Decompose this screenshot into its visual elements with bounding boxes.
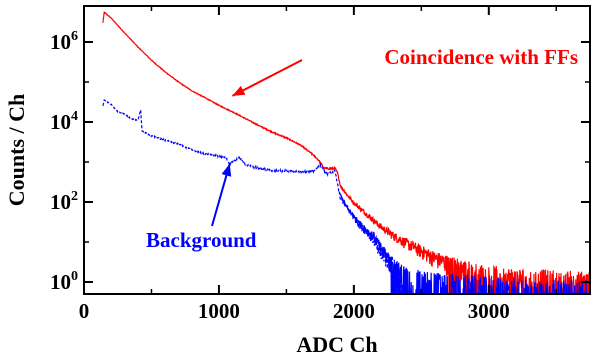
series-line-1 (102, 99, 402, 294)
annotation-label: Background (146, 228, 257, 252)
series-line-2 (339, 192, 590, 294)
x-tick-label: 0 (79, 299, 90, 323)
x-tick-label: 3000 (468, 299, 510, 323)
x-tick-label: 1000 (198, 299, 240, 323)
y-tick-label: 104 (50, 109, 78, 134)
x-tick-label: 2000 (333, 299, 375, 323)
y-axis-title: Counts / Ch (4, 94, 29, 206)
ticks-layer: 0 1000 2000 3000 100 102 104 106 (50, 6, 590, 323)
x-axis-title: ADC Ch (296, 332, 377, 357)
series-layer (102, 11, 590, 294)
annotations-layer: Coincidence with FFs Background (146, 45, 578, 252)
y-tick-label: 102 (50, 189, 78, 214)
annotation-arrow-head (232, 85, 246, 96)
y-tick-label: 100 (50, 269, 78, 294)
y-tick-label: 106 (50, 29, 78, 54)
series-line-0 (102, 11, 590, 294)
annotation-label: Coincidence with FFs (384, 45, 578, 69)
plot-frame (83, 5, 591, 295)
annotation-arrow-line (231, 59, 303, 97)
annotation-arrow-head (221, 163, 232, 177)
